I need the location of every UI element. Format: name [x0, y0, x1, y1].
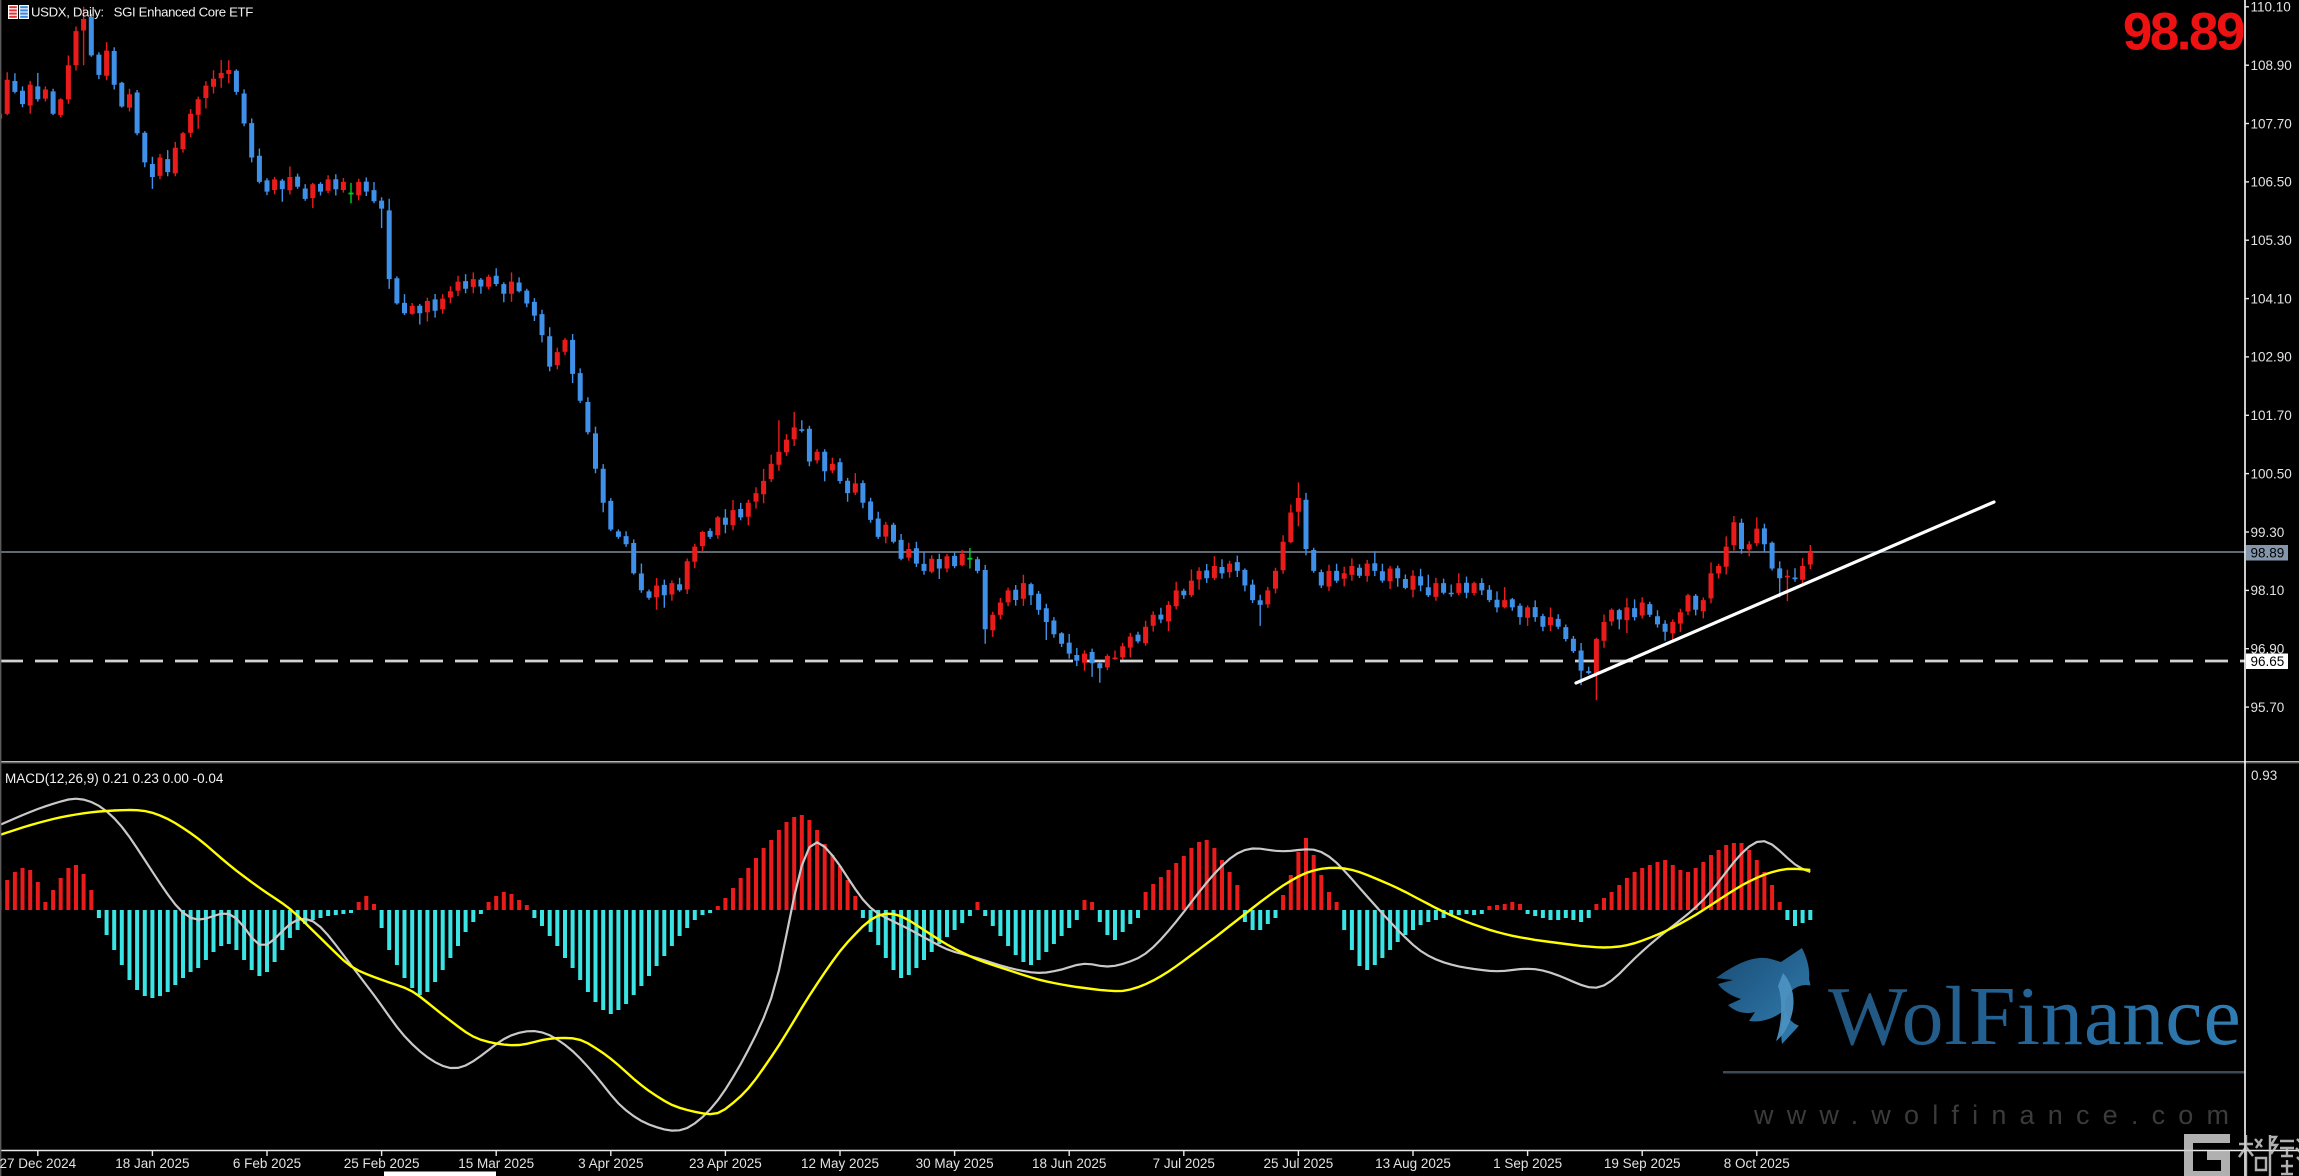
- svg-text:108.90: 108.90: [2251, 58, 2292, 73]
- svg-text:12 May 2025: 12 May 2025: [801, 1156, 879, 1171]
- svg-text:102.90: 102.90: [2251, 350, 2292, 365]
- svg-text:8 Oct 2025: 8 Oct 2025: [1724, 1156, 1790, 1171]
- svg-text:27 Dec 2024: 27 Dec 2024: [0, 1156, 77, 1171]
- svg-text:96.90: 96.90: [2251, 642, 2285, 657]
- svg-text:18 Jun 2025: 18 Jun 2025: [1032, 1156, 1106, 1171]
- svg-text:96.65: 96.65: [2251, 654, 2285, 669]
- svg-text:www.wolfinance.com: www.wolfinance.com: [1753, 1100, 2242, 1130]
- svg-text:98.89: 98.89: [2123, 3, 2244, 62]
- svg-text:0.93: 0.93: [2251, 768, 2277, 783]
- svg-text:107.70: 107.70: [2251, 116, 2292, 131]
- svg-text:23 Apr 2025: 23 Apr 2025: [689, 1156, 762, 1171]
- svg-text:7 Jul 2025: 7 Jul 2025: [1153, 1156, 1215, 1171]
- svg-text:3 Apr 2025: 3 Apr 2025: [578, 1156, 643, 1171]
- svg-text:WolFinance: WolFinance: [1828, 970, 2242, 1063]
- svg-text:13 Aug 2025: 13 Aug 2025: [1375, 1156, 1451, 1171]
- svg-text:6 Feb 2025: 6 Feb 2025: [233, 1156, 301, 1171]
- svg-text:110.10: 110.10: [2251, 0, 2291, 15]
- svg-text:99.30: 99.30: [2251, 525, 2285, 540]
- svg-text:105.30: 105.30: [2251, 233, 2292, 248]
- svg-text:98.89: 98.89: [2251, 545, 2285, 560]
- svg-text:104.10: 104.10: [2251, 291, 2292, 306]
- svg-text:15 Mar 2025: 15 Mar 2025: [458, 1156, 534, 1171]
- svg-text:30 May 2025: 30 May 2025: [916, 1156, 994, 1171]
- svg-text:106.50: 106.50: [2251, 175, 2292, 190]
- svg-text:USDX, Daily: SGI Enhanced Co: USDX, Daily: SGI Enhanced Core ETF: [31, 5, 253, 20]
- svg-text:101.70: 101.70: [2251, 408, 2292, 423]
- svg-text:98.10: 98.10: [2251, 583, 2285, 598]
- svg-text:25 Jul 2025: 25 Jul 2025: [1263, 1156, 1333, 1171]
- svg-text:18 Jan 2025: 18 Jan 2025: [115, 1156, 189, 1171]
- svg-text:25 Feb 2025: 25 Feb 2025: [344, 1156, 420, 1171]
- svg-text:1 Sep 2025: 1 Sep 2025: [1493, 1156, 1562, 1171]
- svg-text:95.70: 95.70: [2251, 700, 2285, 715]
- svg-text:100.50: 100.50: [2251, 466, 2292, 481]
- svg-text:MACD(12,26,9) 0.21 0.23 0.00 -: MACD(12,26,9) 0.21 0.23 0.00 -0.04: [5, 771, 224, 786]
- svg-text:19 Sep 2025: 19 Sep 2025: [1604, 1156, 1681, 1171]
